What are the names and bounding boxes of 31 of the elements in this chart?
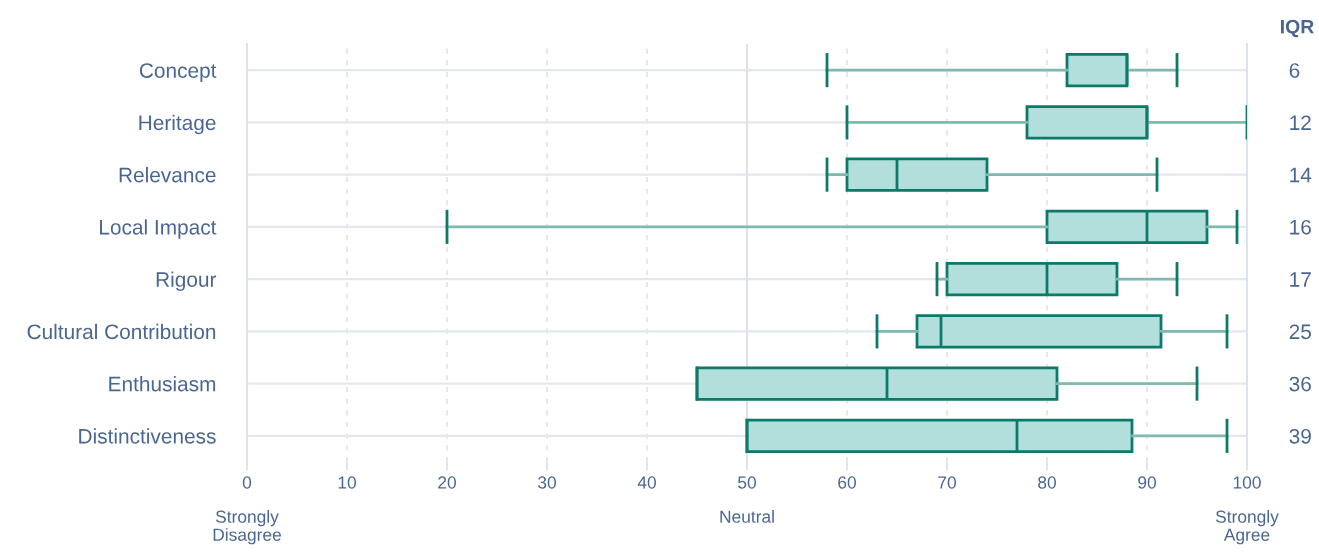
y-tick-label: Relevance bbox=[119, 167, 216, 183]
y-tick-label: Rigour bbox=[156, 271, 217, 291]
x-tick-label: 50 bbox=[738, 476, 756, 489]
text: Strongly Agree bbox=[1215, 510, 1279, 545]
x-tick-label: 0 bbox=[242, 476, 252, 489]
x-tick-label: 10 bbox=[338, 476, 356, 489]
text: 39 bbox=[1289, 428, 1311, 444]
text: 6 bbox=[1289, 63, 1300, 78]
text: 14 bbox=[1290, 167, 1312, 183]
text: 25 bbox=[1289, 324, 1311, 340]
y-tick-label: Enthusiasm bbox=[109, 376, 216, 392]
text: 36 bbox=[1289, 376, 1311, 392]
text: 17 bbox=[1290, 272, 1311, 287]
y-tick-label: Cultural Contribution bbox=[27, 323, 216, 340]
y-tick-label: Concept bbox=[139, 63, 217, 82]
y2-axis-title: IQR bbox=[1281, 19, 1314, 38]
x-tick-label: 20 bbox=[438, 476, 456, 489]
x-tick-label: 90 bbox=[1138, 476, 1156, 489]
x-tick-label: 60 bbox=[838, 476, 856, 489]
text: Neutral bbox=[720, 510, 774, 523]
text: 12 bbox=[1290, 115, 1311, 130]
x-tick-label: 100 bbox=[1233, 476, 1261, 489]
y-tick-label: Local Impact bbox=[100, 219, 217, 239]
x-tick-label: 30 bbox=[538, 476, 556, 489]
x-tick-label: 40 bbox=[637, 476, 656, 489]
y-tick-label: Distinctiveness bbox=[79, 428, 216, 444]
text: 16 bbox=[1290, 219, 1311, 235]
text: Strongly Disagree bbox=[213, 510, 281, 545]
y-tick-label: Heritage bbox=[139, 114, 216, 135]
x-tick-label: 80 bbox=[1038, 476, 1056, 489]
x-tick-label: 70 bbox=[938, 476, 956, 489]
